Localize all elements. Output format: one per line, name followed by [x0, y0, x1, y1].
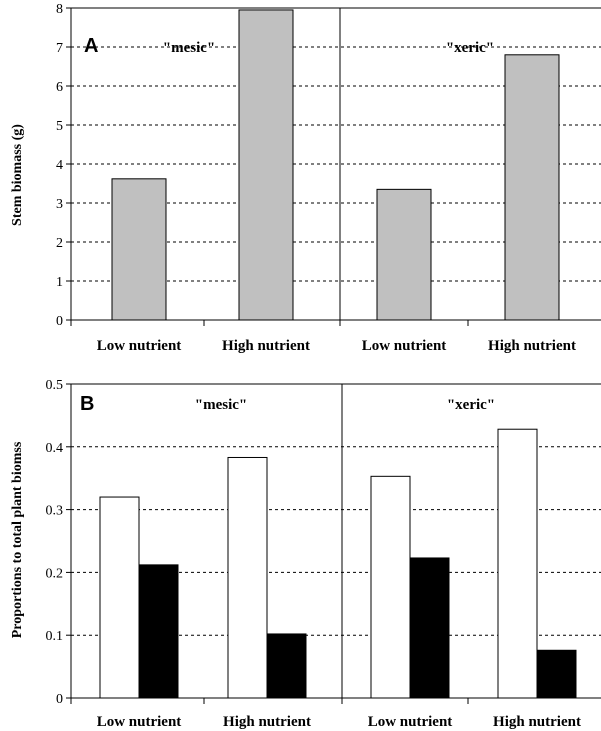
panel-b-y-tick-label: 0.4: [46, 441, 64, 456]
panel-b-bars: [99, 428, 577, 699]
panel-b-y-tick-label: 0.1: [46, 629, 64, 644]
panel-a-category-labels: Low nutrient High nutrient Low nutrient Hig…: [97, 338, 576, 354]
panel-a-y-tick-label: 6: [56, 80, 63, 95]
panel-b-category-label: Low nutrient: [368, 714, 453, 730]
panel-b-bar-black-4: [536, 649, 577, 699]
panel-a-letter: A: [84, 35, 98, 57]
panel-a-y-tick-label: 1: [56, 275, 63, 290]
panel-a-group-mesic: "mesic": [163, 40, 215, 56]
panel-b-y-tick-label: 0.2: [46, 566, 64, 581]
panel-b-tick-labels: 0 0.1 0.2 0.3 0.4 0.5: [46, 378, 64, 707]
panel-b-y-tick-label: 0.3: [46, 504, 64, 519]
panel-b-category-label: High nutrient: [493, 714, 581, 730]
panel-b-y-tick-label: 0.5: [46, 378, 64, 393]
panel-a-y-tick-label: 3: [56, 197, 63, 212]
panel-b-bar-black-1: [138, 564, 179, 699]
panel-a-category-label: High nutrient: [488, 338, 576, 354]
panel-b-bar-white-2: [227, 456, 268, 699]
panel-b-group-xeric: "xeric": [447, 397, 495, 413]
panel-a-y-tick-label: 2: [56, 236, 63, 251]
panel-b-y-tick-label: 0: [56, 692, 63, 707]
panel-a-y-axis-label: Stem biomass (g): [10, 124, 25, 226]
panel-b-bar-white-4: [497, 428, 538, 699]
panel-a-bar-grey-1: [111, 178, 167, 321]
panel-a-y-tick-label: 4: [56, 158, 63, 173]
panel-a-category-label: Low nutrient: [97, 338, 182, 354]
panel-a-bars: [111, 9, 560, 321]
panel-b-bar-black-3: [409, 557, 450, 699]
panel-a-group-xeric: "xeric": [446, 40, 494, 56]
panel-b-bar-black-2: [266, 633, 307, 699]
panel-a-bar-grey-2: [238, 9, 294, 321]
panel-b-category-label: Low nutrient: [97, 714, 182, 730]
panel-b-axes: [66, 383, 601, 704]
panel-b-bar-white-3: [370, 475, 411, 699]
panel-a-category-label: Low nutrient: [362, 338, 447, 354]
panel-b-letter: B: [80, 393, 94, 415]
panel-b-group-mesic: "mesic": [195, 397, 247, 413]
panel-a-y-tick-label: 8: [56, 2, 63, 17]
panel-a-y-tick-label: 7: [56, 41, 63, 56]
panel-a-bar-grey-3: [376, 188, 432, 321]
panel-a-axes: [66, 7, 601, 326]
panel-a-category-label: High nutrient: [222, 338, 310, 354]
panel-b-chart: 0 0.1 0.2 0.3 0.4 0.5 Low nutrient High nutrie…: [10, 378, 601, 730]
panel-b-category-labels: Low nutrient High nutrient Low nutrient Hig…: [97, 714, 581, 730]
panel-a-bar-grey-4: [504, 54, 560, 321]
panel-a-y-tick-label: 5: [56, 119, 63, 134]
panel-b-y-axis-label: Proportions to total plant biomss: [10, 441, 25, 638]
panel-a-y-tick-label: 0: [56, 314, 63, 329]
panel-b-category-label: High nutrient: [223, 714, 311, 730]
panel-a-tick-labels: 0 1 2 3 4 5 6 7 8: [56, 2, 63, 329]
panel-b-bar-white-1: [99, 496, 140, 699]
